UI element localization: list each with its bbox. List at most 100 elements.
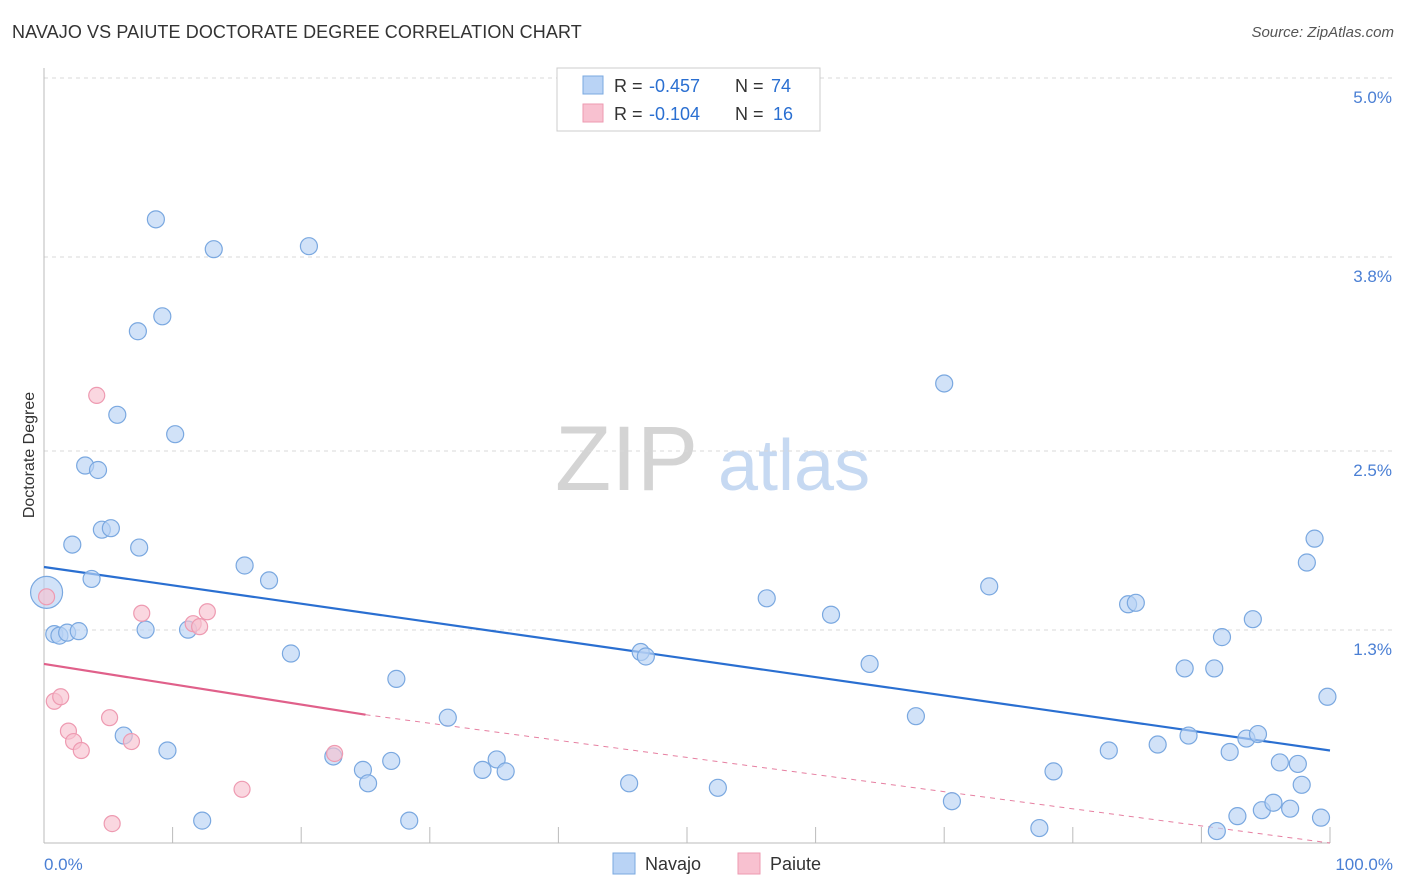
navajo-point	[1305, 529, 1324, 548]
stats-legend: R = -0.457 N = 74 R = -0.104 N = 16	[556, 67, 821, 132]
navajo-trend-line	[43, 565, 1331, 752]
navajo-point	[1297, 553, 1316, 572]
navajo-point	[101, 519, 120, 538]
navajo-point	[1220, 742, 1239, 762]
paiute-point	[100, 709, 119, 727]
navajo-point	[1212, 628, 1232, 647]
chart-title: NAVAJO VS PAIUTE DOCTORATE DEGREE CORREL…	[12, 22, 582, 42]
watermark: ZIP atlas	[555, 408, 870, 510]
navajo-point	[158, 741, 177, 760]
navajo-point	[496, 762, 515, 781]
watermark-atlas: atlas	[718, 426, 870, 506]
series-legend: Navajo Paiute	[612, 852, 821, 875]
grid-lines	[44, 77, 1392, 631]
navajo-point	[130, 538, 149, 557]
navajo-point	[1179, 726, 1198, 745]
navajo-point	[636, 647, 655, 666]
legend-navajo-r-value: -0.457	[649, 76, 700, 96]
paiute-point	[233, 780, 251, 798]
legend-paiute-n-label: N =	[735, 104, 764, 124]
navajo-point	[473, 760, 492, 779]
navajo-point	[358, 774, 378, 793]
legend-paiute-icon	[737, 852, 761, 875]
navajo-point	[88, 460, 108, 480]
navajo-point	[1243, 610, 1262, 629]
navajo-point	[1281, 799, 1300, 818]
navajo-point	[382, 751, 401, 771]
navajo-point	[1288, 754, 1307, 774]
navajo-point	[1264, 793, 1283, 812]
paiute-point	[133, 604, 151, 622]
paiute-point	[326, 744, 344, 763]
navajo-point	[69, 622, 88, 641]
regression-lines	[43, 565, 1331, 844]
x-tick-label: 100.0%	[1335, 855, 1393, 874]
navajo-point	[1207, 821, 1226, 841]
y-tick-label: 3.8%	[1353, 267, 1392, 286]
paiute-point	[88, 386, 106, 404]
legend-paiute-n-value: 16	[773, 104, 793, 124]
y-tick-label: 5.0%	[1353, 88, 1392, 107]
tick-labels: 1.3% 2.5% 3.8% 5.0% 0.0% 100.0%	[44, 88, 1393, 874]
legend-navajo-label: Navajo	[645, 854, 701, 874]
watermark-zip: ZIP	[555, 408, 698, 510]
legend-navajo-r-label: R =	[614, 76, 643, 96]
legend-navajo-n-label: N =	[735, 76, 764, 96]
data-points	[29, 210, 1337, 841]
y-tick-label: 2.5%	[1353, 461, 1392, 480]
navajo-point	[1044, 762, 1063, 781]
navajo-point	[860, 654, 879, 674]
x-tick-label: 0.0%	[44, 855, 83, 874]
navajo-point	[1099, 741, 1118, 760]
paiute-trend-line	[43, 662, 366, 716]
navajo-point	[1175, 659, 1194, 678]
source-label: Source: ZipAtlas.com	[1251, 24, 1394, 41]
legend-paiute-r-label: R =	[614, 104, 643, 124]
navajo-point	[146, 210, 165, 229]
navajo-point	[108, 405, 127, 424]
navajo-point	[235, 556, 254, 575]
legend-paiute-label: Paiute	[770, 854, 821, 874]
navajo-point	[821, 605, 841, 624]
navajo-point	[1228, 807, 1247, 826]
navajo-point	[1270, 753, 1289, 772]
navajo-point	[708, 778, 727, 797]
navajo-point	[1248, 724, 1268, 744]
navajo-point	[204, 240, 223, 259]
paiute-point	[198, 603, 216, 621]
paiute-trend-line-extension	[365, 714, 1331, 844]
legend-paiute-r-value: -0.104	[649, 104, 700, 124]
navajo-point	[1292, 775, 1311, 794]
navajo-point	[400, 811, 419, 830]
navajo-point	[1126, 593, 1145, 612]
paiute-point	[191, 618, 209, 636]
navajo-point	[935, 374, 954, 393]
navajo-point	[1318, 687, 1337, 706]
navajo-point	[906, 707, 926, 726]
navajo-point	[136, 620, 155, 639]
navajo-point	[438, 708, 457, 727]
navajo-point	[166, 425, 185, 444]
legend-navajo-icon	[612, 852, 636, 875]
navajo-point	[259, 571, 279, 590]
navajo-point	[193, 811, 212, 830]
legend-navajo-n-value: 74	[771, 76, 791, 96]
y-axis-label: Doctorate Degree	[21, 392, 38, 518]
paiute-point	[72, 741, 90, 760]
navajo-point	[620, 774, 639, 793]
navajo-point	[387, 669, 406, 688]
paiute-point	[103, 815, 121, 833]
navajo-point	[757, 589, 776, 608]
axes	[43, 68, 1331, 844]
navajo-point	[1030, 818, 1049, 838]
navajo-point	[1205, 659, 1224, 678]
navajo-point	[1311, 808, 1331, 827]
navajo-point	[63, 535, 82, 554]
navajo-point	[1148, 735, 1167, 754]
legend-navajo-swatch	[582, 75, 604, 95]
y-tick-label: 1.3%	[1353, 640, 1392, 659]
legend-paiute-swatch	[582, 103, 604, 123]
navajo-point	[942, 792, 962, 811]
paiute-point	[37, 588, 56, 606]
